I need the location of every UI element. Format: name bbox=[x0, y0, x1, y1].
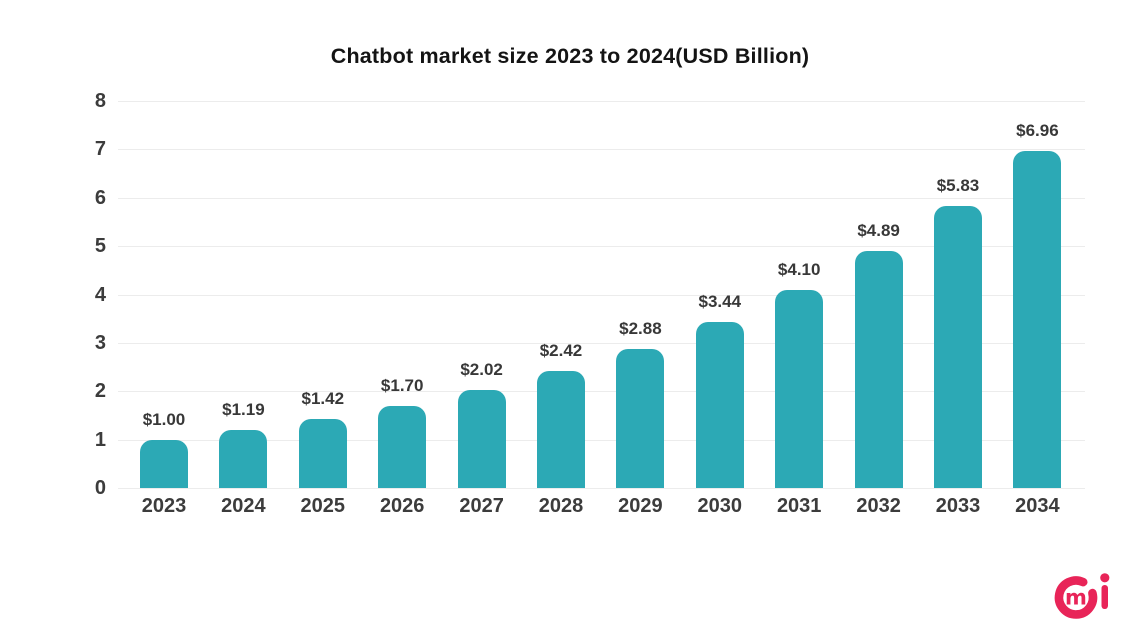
logo-c-arc bbox=[1054, 576, 1098, 619]
x-axis-tick-label: 2029 bbox=[618, 495, 663, 517]
bar bbox=[854, 251, 903, 488]
bar bbox=[378, 406, 427, 488]
grid-line bbox=[118, 488, 1085, 489]
y-axis-tick-label: 4 bbox=[94, 283, 106, 306]
cmi-logo: m bbox=[1054, 573, 1110, 619]
bar bbox=[298, 419, 347, 488]
logo-m-letter: m bbox=[1065, 586, 1087, 610]
bar-value-label: $4.89 bbox=[857, 221, 900, 240]
bar-value-label: $3.44 bbox=[698, 292, 742, 311]
bar-value-label: $4.10 bbox=[777, 260, 821, 279]
x-axis-tick-label: 2025 bbox=[300, 495, 346, 517]
y-axis-tick-label: 2 bbox=[94, 380, 106, 403]
bar-value-label: $2.42 bbox=[539, 341, 583, 360]
y-axis-tick-label: 0 bbox=[94, 477, 106, 499]
grid-line bbox=[118, 197, 1085, 199]
y-axis-tick-label: 7 bbox=[94, 138, 106, 161]
x-axis-tick-label: 2033 bbox=[935, 495, 981, 517]
bar bbox=[616, 349, 665, 488]
y-axis-tick-label: 5 bbox=[94, 235, 106, 258]
x-axis-tick-label: 2031 bbox=[776, 495, 822, 517]
x-axis-tick-label: 2030 bbox=[697, 495, 743, 517]
y-axis-tick-label: 8 bbox=[94, 90, 106, 112]
bar-value-label: $1.70 bbox=[380, 376, 424, 395]
x-axis-tick-label: 2032 bbox=[856, 495, 901, 517]
y-axis-tick-label: 6 bbox=[94, 186, 106, 209]
bar bbox=[140, 440, 188, 488]
bar bbox=[695, 322, 744, 488]
bar-value-label: $6.96 bbox=[1016, 121, 1059, 140]
grid-line bbox=[118, 342, 1085, 344]
x-axis-tick-label: 2027 bbox=[459, 495, 504, 517]
bar bbox=[457, 390, 506, 488]
grid-line bbox=[118, 101, 1085, 102]
bar bbox=[934, 206, 982, 488]
grid-line bbox=[118, 391, 1085, 393]
bar-value-label: $1.42 bbox=[301, 389, 345, 408]
x-axis-tick-label: 2023 bbox=[141, 495, 187, 517]
bar-value-label: $1.00 bbox=[142, 410, 186, 429]
logo-i-dot bbox=[1100, 573, 1110, 583]
bar bbox=[219, 430, 268, 488]
grid-line bbox=[118, 149, 1085, 151]
x-axis-tick-label: 2024 bbox=[221, 495, 266, 517]
bar-value-label: $1.19 bbox=[222, 400, 265, 419]
y-axis-tick-label: 1 bbox=[94, 428, 106, 451]
bar bbox=[537, 371, 585, 488]
x-axis-tick-label: 2026 bbox=[379, 495, 425, 517]
bar-value-label: $2.88 bbox=[619, 319, 662, 338]
grid-line bbox=[118, 439, 1085, 441]
grid-line bbox=[118, 294, 1085, 296]
logo-i-stem bbox=[1101, 585, 1108, 609]
bar-value-label: $2.02 bbox=[460, 360, 503, 379]
bar bbox=[1013, 151, 1062, 488]
y-axis-tick-label: 3 bbox=[94, 331, 106, 354]
chart-title: Chatbot market size 2023 to 2024(USD Bil… bbox=[330, 44, 810, 68]
bar-value-label: $5.83 bbox=[936, 176, 980, 195]
grid-line bbox=[118, 246, 1085, 248]
x-axis-tick-label: 2034 bbox=[1015, 495, 1060, 517]
bar bbox=[775, 290, 824, 488]
x-axis-tick-label: 2028 bbox=[538, 495, 584, 517]
